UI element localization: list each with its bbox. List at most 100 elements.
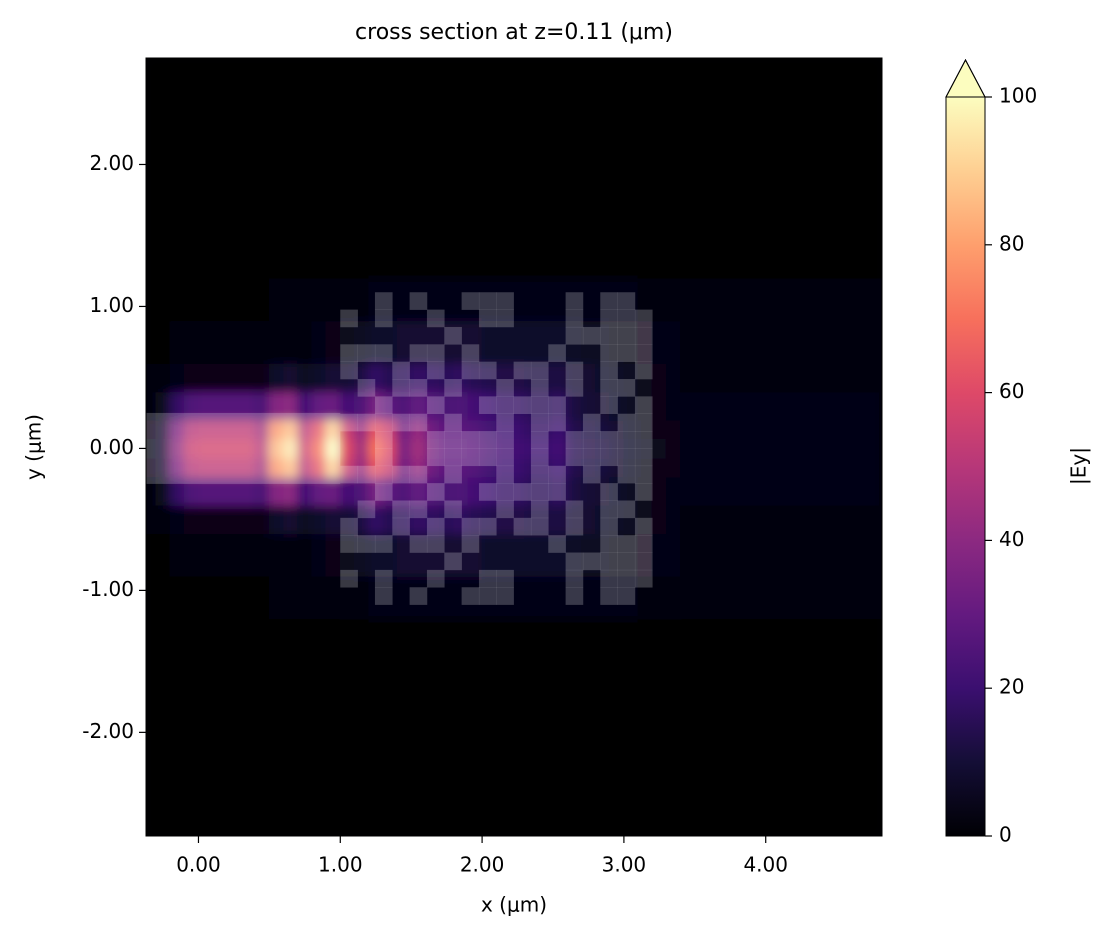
heat-cell <box>552 277 568 322</box>
design-pixel <box>340 535 358 553</box>
design-pixel <box>478 448 497 467</box>
design-pixel <box>374 431 393 449</box>
design-pixel <box>461 431 480 449</box>
design-pixel <box>357 413 376 432</box>
design-pixel <box>478 361 497 380</box>
colorbar-extend <box>945 58 986 98</box>
heat-cell <box>566 391 582 421</box>
colorbar-tick-label: 0 <box>999 823 1012 847</box>
heat-cell <box>481 437 497 459</box>
x-axis-label: x (μm) <box>481 893 547 917</box>
heat-cell <box>665 504 682 535</box>
heat-cell <box>637 437 653 459</box>
design-pixel <box>634 535 653 553</box>
heat-cell <box>212 575 228 620</box>
design-pixel <box>426 569 445 588</box>
heat-cell <box>680 437 882 459</box>
heat-cell <box>609 618 625 836</box>
heat-cell <box>212 457 228 478</box>
heat-cell <box>396 476 412 506</box>
design-pixel <box>513 396 532 415</box>
design-pixel <box>617 465 636 484</box>
design-pixel <box>444 431 462 449</box>
heat-cell <box>424 419 441 439</box>
heat-cell <box>495 320 511 364</box>
heat-cell <box>580 419 597 439</box>
design-pixel <box>374 587 393 605</box>
heat-cell <box>580 58 597 279</box>
design-pixel <box>565 587 584 605</box>
heat-cell <box>169 362 185 393</box>
heat-cell <box>495 476 511 506</box>
heat-cell <box>595 533 611 577</box>
heat-cell <box>467 277 483 322</box>
heat-cell <box>146 457 157 478</box>
heat-cell <box>637 320 653 364</box>
heat-cell <box>595 391 611 421</box>
heat-cell <box>311 320 327 364</box>
heat-cell <box>524 504 540 535</box>
heat-cell <box>297 575 313 620</box>
heat-cell <box>439 437 455 459</box>
design-pixel <box>600 431 618 449</box>
heat-cell <box>424 457 441 478</box>
design-pixel <box>461 344 480 362</box>
heat-cell <box>509 504 526 535</box>
colorbar-tick-label: 40 <box>999 527 1024 551</box>
heat-cell <box>509 277 526 322</box>
heat-cell <box>382 504 398 535</box>
heat-cell <box>339 533 355 577</box>
design-pixel <box>496 500 514 519</box>
design-pixel <box>634 465 653 484</box>
design-pixel <box>496 483 514 501</box>
heat-cell <box>183 504 199 535</box>
heat-cell <box>382 391 398 421</box>
heat-cell <box>566 362 582 393</box>
heat-cell <box>595 575 611 620</box>
heat-cell <box>226 533 242 577</box>
heat-cell <box>311 575 327 620</box>
heat-cell <box>680 575 882 620</box>
design-pixel <box>478 569 497 588</box>
heat-cell <box>183 391 199 421</box>
design-pixel <box>478 517 497 536</box>
heat-cell <box>637 533 653 577</box>
heat-cell <box>509 575 526 620</box>
heat-cell <box>169 618 185 836</box>
heat-cell <box>439 575 455 620</box>
heat-cell <box>382 533 398 577</box>
heat-cell <box>680 362 882 393</box>
heat-cell <box>665 533 682 577</box>
heat-cell <box>680 618 882 836</box>
heat-cell <box>509 320 526 364</box>
heat-cell <box>410 618 426 836</box>
heat-cell <box>651 277 667 322</box>
heat-cell <box>410 58 426 279</box>
heat-cell <box>212 618 228 836</box>
y-tick-label: 0.00 <box>89 435 134 459</box>
heat-cell <box>283 320 299 364</box>
design-pixel <box>617 569 636 588</box>
heat-cell <box>609 575 625 620</box>
heat-cell <box>467 575 483 620</box>
heat-cell <box>495 391 511 421</box>
design-pixel <box>617 535 636 553</box>
heat-cell <box>311 437 327 459</box>
heat-cell <box>552 437 568 459</box>
heat-cell <box>382 575 398 620</box>
heat-cell <box>566 320 582 364</box>
design-pixel <box>461 361 480 380</box>
heat-cell <box>396 575 412 620</box>
heat-cell <box>651 391 667 421</box>
heat-cell <box>524 362 540 393</box>
chart-title: cross section at z=0.11 (μm) <box>355 20 673 45</box>
heat-cell <box>538 504 554 535</box>
heat-cell <box>146 476 157 506</box>
heat-cell <box>353 575 370 620</box>
heat-cell <box>169 437 185 459</box>
design-pixel <box>582 431 601 449</box>
design-pixel <box>374 465 393 484</box>
design-pixel <box>461 448 480 467</box>
heat-cell <box>353 437 370 459</box>
heat-cell <box>268 320 285 364</box>
